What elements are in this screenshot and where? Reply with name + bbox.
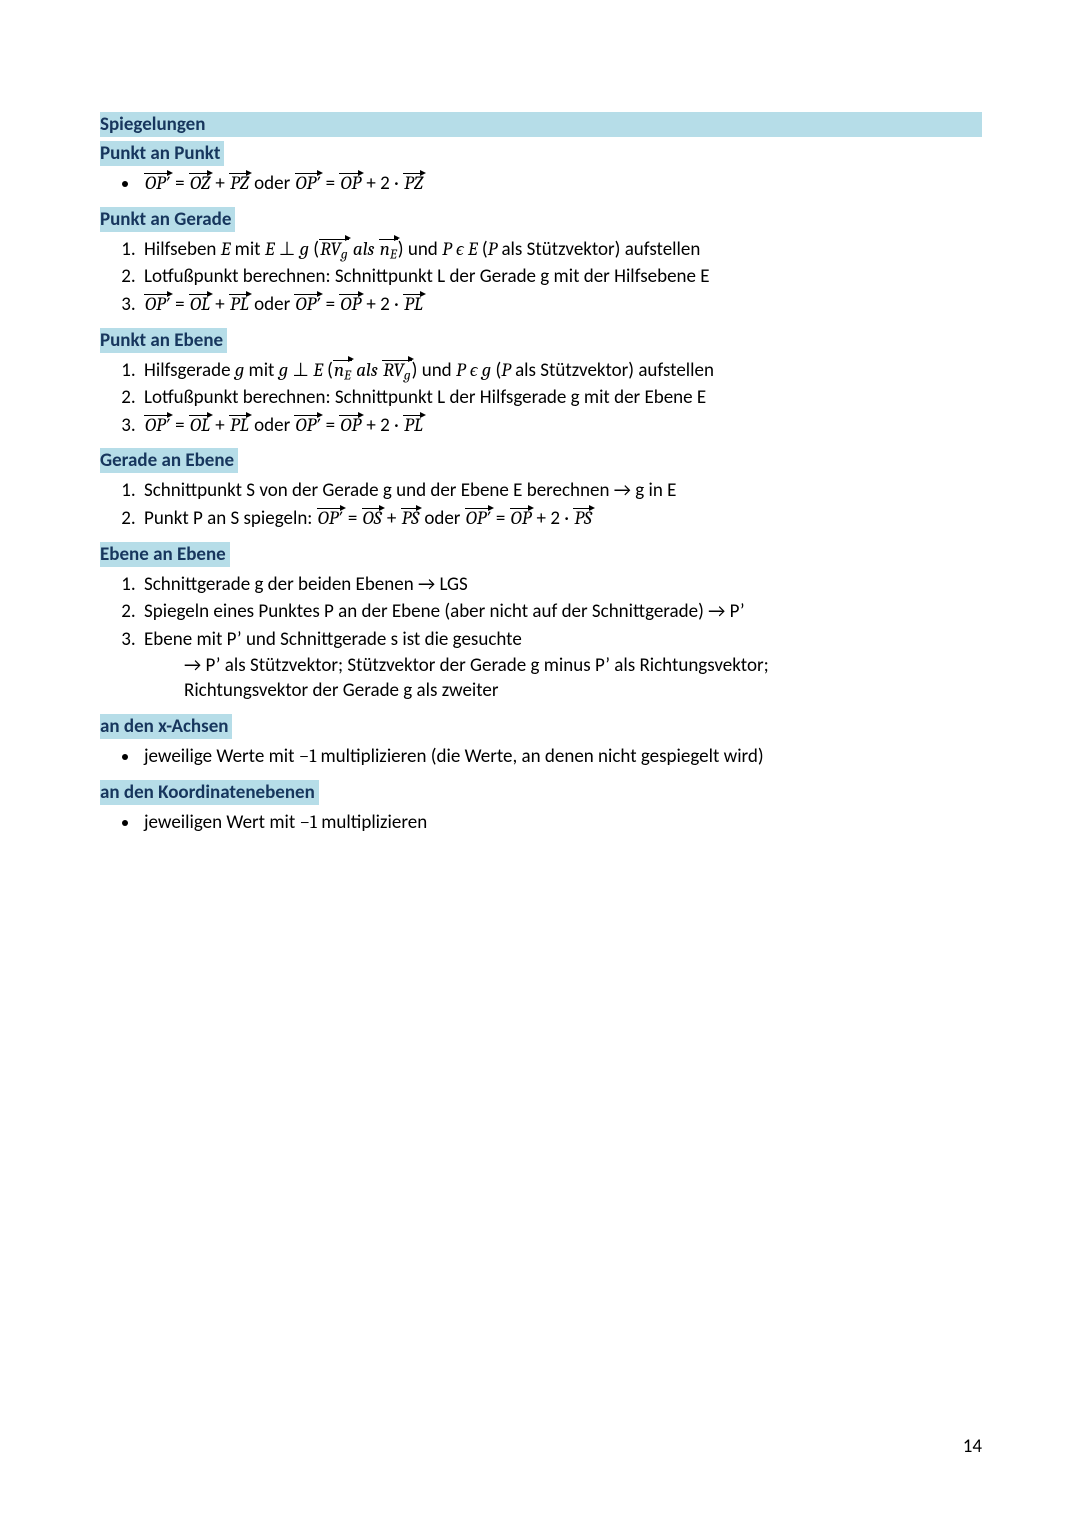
section: an den x-Achsen jeweilige Werte mit −1 mu… — [100, 714, 982, 770]
list-item-continuation: → P’ als Stützvektor; Stützvektor der Ge… — [184, 653, 982, 679]
section-heading: Punkt an Ebene — [100, 328, 227, 353]
list-item: Lotfußpunkt berechnen: Schnittpunkt L de… — [140, 264, 982, 290]
section-heading: Ebene an Ebene — [100, 542, 230, 567]
section-heading: an den x-Achsen — [100, 714, 232, 739]
section: Gerade an Ebene Schnittpunkt S von der Ge… — [100, 448, 982, 531]
bullet-list: jeweiligen Wert mit −1 multiplizieren — [100, 810, 982, 836]
section-heading: Gerade an Ebene — [100, 448, 238, 473]
section: Punkt an Gerade Hilfseben E mit E ⊥ g (RV… — [100, 207, 982, 318]
document-page: Spiegelungen Punkt an Punkt OP′ = OZ + PZ… — [0, 0, 1080, 1528]
list-item: Lotfußpunkt berechnen: Schnittpunkt L de… — [140, 385, 982, 411]
list-item: jeweilige Werte mit −1 multiplizieren (d… — [140, 744, 982, 770]
section-heading: an den Koordinatenebenen — [100, 780, 319, 805]
numbered-list: Hilfseben E mit E ⊥ g (RVg als nE) und P… — [100, 237, 982, 318]
page-title: Spiegelungen — [100, 112, 982, 137]
section: an den Koordinatenebenen jeweiligen Wert … — [100, 780, 982, 836]
list-item: OP′ = OL + PL oder OP′ = OP + 2 · PL — [140, 292, 982, 318]
list-item: OP′ = OZ + PZ oder OP′ = OP + 2 · PZ — [140, 171, 982, 197]
list-item: Ebene mit P’ und Schnittgerade s ist die… — [140, 627, 982, 704]
numbered-list: Schnittpunkt S von der Gerade g und der … — [100, 478, 982, 531]
section-heading: Punkt an Gerade — [100, 207, 235, 232]
numbered-list: Hilfsgerade g mit g ⊥ E (nE als RVg) und… — [100, 358, 982, 439]
page-number: 14 — [963, 1435, 982, 1458]
bullet-list: OP′ = OZ + PZ oder OP′ = OP + 2 · PZ — [100, 171, 982, 197]
list-item: Punkt P an S spiegeln: OP′ = OS + PS ode… — [140, 506, 982, 532]
bullet-list: jeweilige Werte mit −1 multiplizieren (d… — [100, 744, 982, 770]
list-item: Schnittgerade g der beiden Ebenen → LGS — [140, 572, 982, 598]
section: Punkt an Ebene Hilfsgerade g mit g ⊥ E (n… — [100, 328, 982, 439]
list-item-continuation: Richtungsvektor der Gerade g als zweiter — [184, 678, 982, 704]
list-item: Spiegeln eines Punktes P an der Ebene (a… — [140, 599, 982, 625]
list-item: Schnittpunkt S von der Gerade g und der … — [140, 478, 982, 504]
list-item: OP′ = OL + PL oder OP′ = OP + 2 · PL — [140, 413, 982, 439]
list-item: jeweiligen Wert mit −1 multiplizieren — [140, 810, 982, 836]
section: Ebene an Ebene Schnittgerade g der beiden… — [100, 542, 982, 704]
sections-container: Punkt an Punkt OP′ = OZ + PZ oder OP′ = O… — [100, 141, 982, 835]
section: Punkt an Punkt OP′ = OZ + PZ oder OP′ = O… — [100, 141, 982, 197]
section-heading: Punkt an Punkt — [100, 141, 224, 166]
list-item: Hilfseben E mit E ⊥ g (RVg als nE) und P… — [140, 237, 982, 263]
list-item: Hilfsgerade g mit g ⊥ E (nE als RVg) und… — [140, 358, 982, 384]
numbered-list: Schnittgerade g der beiden Ebenen → LGSS… — [100, 572, 982, 704]
